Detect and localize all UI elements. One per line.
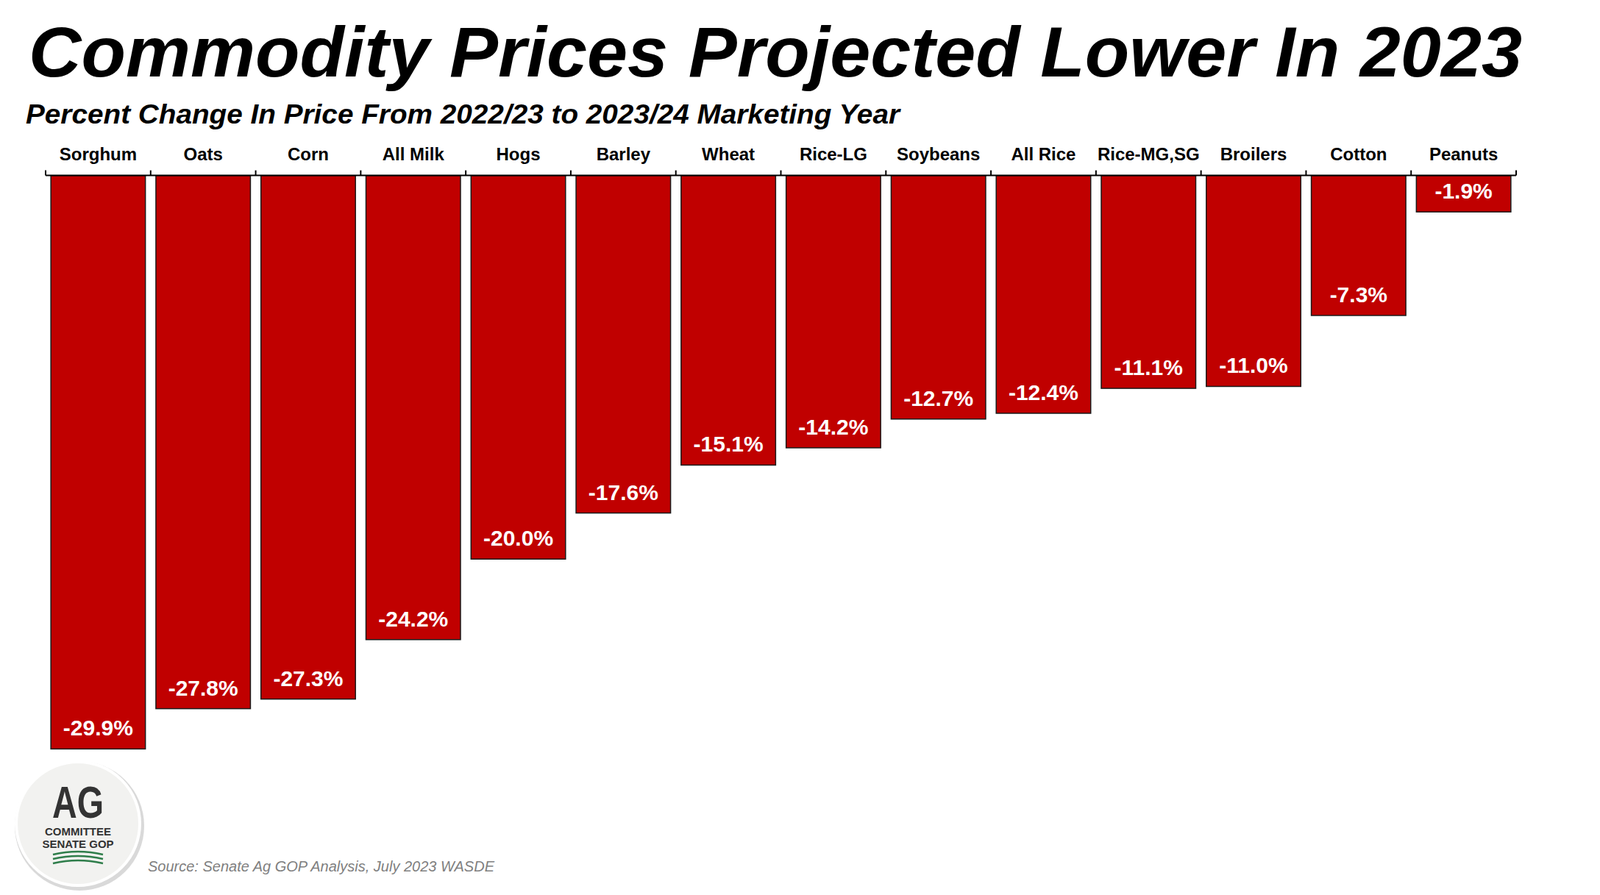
category-separator [570, 170, 572, 176]
bar [470, 175, 566, 560]
category-label: Sorghum [59, 144, 137, 165]
data-label: -11.1% [1114, 355, 1183, 380]
category-separator [1200, 170, 1203, 176]
background [0, 0, 1600, 895]
bar [261, 175, 357, 700]
category-separator [464, 170, 467, 176]
data-label: -20.0% [483, 525, 554, 551]
category-label: Barley [596, 144, 652, 165]
bar [786, 175, 882, 448]
category-separator [359, 170, 362, 176]
category-label: Soybeans [896, 144, 980, 165]
bars [50, 175, 1511, 750]
category-separator [255, 170, 257, 176]
bar [365, 175, 461, 640]
data-label: -17.6% [588, 480, 659, 505]
category-separator [884, 170, 887, 176]
category-label: Rice-LG [799, 144, 868, 165]
bar [681, 175, 777, 466]
logo-text: AG [52, 776, 104, 828]
logo-text: COMMITTEE [44, 825, 112, 838]
data-label: -11.0% [1218, 353, 1288, 378]
data-label: -12.7% [903, 386, 974, 411]
data-label: -12.4% [1008, 380, 1079, 405]
labels: Sorghum -29.9% Oats -27.8% Corn -27.3% All Mil… [59, 144, 1499, 741]
category-separator [1095, 170, 1097, 176]
data-label: -7.3% [1330, 282, 1388, 307]
bar [1206, 175, 1302, 387]
data-label: -27.8% [168, 676, 239, 701]
title: Commodity Prices Projected Lower In 2023 [28, 12, 1523, 92]
category-separator [1515, 170, 1517, 176]
data-label: -27.3% [272, 666, 343, 691]
chart-svg: Commodity Prices Projected Lower In 2023… [0, 0, 1600, 895]
category-label: Broilers [1220, 144, 1288, 165]
category-label: Oats [183, 144, 223, 165]
source: Source: Senate Ag GOP Analysis, July 202… [147, 858, 496, 875]
category-separator [990, 170, 992, 176]
bar [576, 175, 671, 514]
bar [155, 175, 251, 710]
logo-text: SENATE GOP [41, 837, 114, 851]
data-label: -14.2% [798, 414, 869, 440]
category-separator [1305, 170, 1307, 176]
category-label: Wheat [701, 144, 755, 165]
chart-root: Commodity Prices Projected Lower In 2023… [0, 0, 1600, 895]
category-label: Peanuts [1429, 144, 1498, 165]
bar [890, 175, 986, 420]
bar [50, 175, 146, 750]
data-label: -1.9% [1434, 178, 1492, 204]
category-separator [150, 170, 152, 176]
logo-wave [52, 856, 103, 860]
category-separator [780, 170, 782, 176]
logo-wave [52, 860, 103, 864]
category-label: Rice-MG,SG [1097, 144, 1200, 165]
category-label: All Rice [1010, 144, 1076, 165]
category-label: Hogs [496, 144, 541, 165]
logo-wave [52, 851, 103, 855]
data-label: -24.2% [378, 606, 448, 632]
category-label: Corn [287, 144, 329, 165]
category-separator [675, 170, 677, 176]
category-label: All Milk [382, 144, 446, 165]
bar [996, 175, 1091, 414]
logo: AGCOMMITTEESENATE GOP [14, 761, 145, 891]
bar [1101, 175, 1197, 389]
bar [1416, 175, 1511, 213]
logo-circle [16, 762, 140, 886]
subtitle: Percent Change In Price From 2022/23 to … [25, 99, 902, 130]
logo-shadow [14, 761, 145, 891]
data-label: -29.9% [63, 715, 134, 741]
category-separator [44, 170, 47, 176]
bar [1311, 175, 1407, 316]
category-separator [1410, 170, 1412, 176]
category-label: Cotton [1330, 144, 1387, 165]
data-label: -15.1% [693, 431, 764, 457]
